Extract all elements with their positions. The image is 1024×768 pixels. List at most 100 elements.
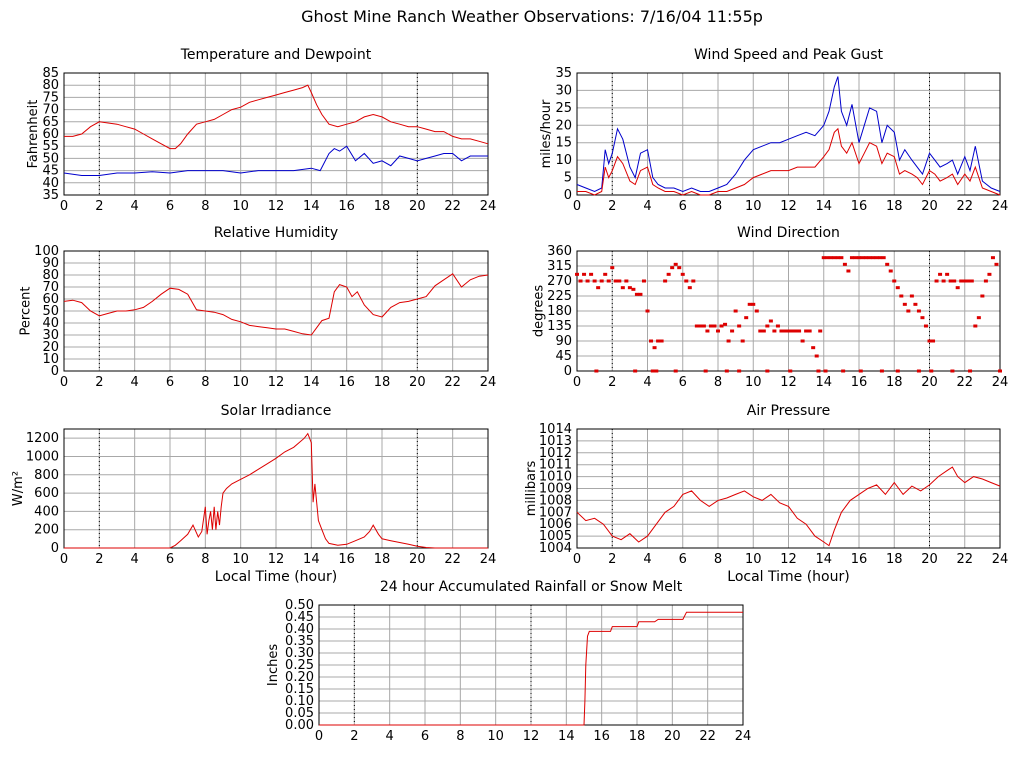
y-tick-label: 25: [555, 101, 572, 116]
wind-direction-point: [624, 279, 629, 283]
series-line-0: [64, 432, 488, 549]
wind-direction-point: [818, 329, 823, 333]
wind-direction-point: [920, 316, 925, 320]
wind-direction-point: [860, 256, 865, 260]
wind-direction-point: [673, 262, 678, 266]
y-tick-label: 10: [555, 153, 572, 168]
y-tick-label: 65: [42, 115, 59, 130]
x-tick-label: 18: [886, 552, 903, 567]
x-tick-label: 16: [851, 199, 868, 214]
x-tick-label: 14: [815, 552, 832, 567]
wind-direction-point: [716, 329, 720, 333]
wind-direction-point: [797, 329, 802, 333]
wind-direction-point: [673, 369, 678, 373]
y-tick-label: 1014: [539, 422, 572, 437]
x-tick-label: 2: [95, 199, 103, 214]
x-tick-label: 20: [664, 729, 681, 744]
wind-direction-point: [737, 324, 742, 328]
wind-direction-point: [694, 324, 699, 328]
wind-direction-point: [823, 369, 828, 373]
x-tick-label: 6: [166, 199, 174, 214]
y-tick-label: 0.30: [285, 646, 314, 661]
wind-direction-point: [804, 329, 809, 333]
wind-direction-point: [698, 324, 703, 328]
wind-direction-point: [857, 256, 861, 260]
wind-direction-point: [941, 279, 946, 283]
y-tick-label: 55: [42, 139, 59, 154]
x-tick-label: 6: [421, 729, 429, 744]
x-tick-label: 20: [921, 375, 938, 390]
y-tick-label: 70: [42, 103, 59, 118]
wind-direction-point: [945, 272, 950, 276]
chart-title: 24 hour Accumulated Rainfall or Snow Mel…: [380, 579, 683, 595]
x-tick-label: 14: [303, 199, 320, 214]
wind-direction-point: [959, 279, 964, 283]
wind-direction-point: [842, 262, 847, 266]
plot-frame: [576, 72, 1001, 196]
wind-direction-point: [724, 369, 729, 373]
y-tick-label: 1009: [539, 482, 572, 497]
y-tick-label: 315: [547, 259, 572, 274]
wind-direction-point: [916, 309, 921, 313]
wind-direction-point: [613, 279, 618, 283]
wind-direction-point: [708, 324, 713, 328]
wind-direction-point: [955, 286, 960, 290]
y-tick-label: 60: [42, 292, 59, 307]
x-tick-label: 12: [268, 199, 285, 214]
x-tick-label: 2: [95, 375, 103, 390]
y-tick-label: 0: [51, 541, 59, 556]
wind-direction-point: [983, 279, 988, 283]
chart-panel-0: 0 2 4 6 8 10 12 14 16 18 20 22 243540455055606570758…: [26, 47, 496, 214]
wind-direction-point: [858, 369, 863, 373]
series-line-0: [576, 76, 1001, 193]
wind-direction-point: [934, 279, 939, 283]
wind-direction-point: [634, 292, 639, 296]
y-tick-label: 10: [42, 352, 59, 367]
wind-direction-point: [816, 369, 821, 373]
x-tick-label: 10: [487, 729, 504, 744]
wind-direction-point: [585, 279, 590, 283]
x-tick-label: 8: [714, 552, 722, 567]
wind-direction-point: [594, 369, 599, 373]
y-tick-label: 0.40: [285, 622, 314, 637]
y-tick-label: 0: [564, 188, 572, 203]
wind-direction-point: [726, 339, 731, 343]
y-tick-label: 35: [42, 188, 59, 203]
x-tick-label: 10: [745, 552, 762, 567]
y-tick-label: 90: [42, 256, 59, 271]
wind-direction-point: [691, 279, 696, 283]
wind-direction-point: [649, 339, 654, 343]
x-tick-label: 2: [608, 375, 616, 390]
y-tick-label: 225: [547, 289, 572, 304]
y-tick-label: 20: [42, 340, 59, 355]
x-tick-label: 2: [350, 729, 358, 744]
wind-direction-point: [906, 309, 911, 313]
x-tick-label: 24: [480, 375, 497, 390]
wind-direction-point: [899, 294, 904, 298]
wind-direction-point: [790, 329, 795, 333]
wind-direction-point: [973, 324, 978, 328]
wind-direction-point: [966, 279, 971, 283]
chart-title: Temperature and Dewpoint: [180, 47, 372, 63]
wind-direction-point: [610, 266, 615, 270]
wind-direction-point: [631, 287, 636, 291]
x-tick-label: 16: [338, 552, 355, 567]
wind-direction-point: [596, 286, 601, 290]
chart-panel-3: 0 2 4 6 8 10 12 14 16 18 20 22 240459013518022527031…: [532, 225, 1009, 390]
wind-direction-point: [765, 324, 770, 328]
x-tick-label: 12: [268, 552, 285, 567]
wind-direction-point: [582, 272, 587, 276]
wind-direction-point: [879, 369, 884, 373]
y-tick-label: 400: [34, 504, 59, 519]
x-tick-label: 4: [131, 552, 139, 567]
wind-direction-point: [871, 256, 876, 260]
x-tick-label: 4: [643, 375, 651, 390]
wind-direction-point: [895, 286, 900, 290]
x-tick-label: 2: [608, 199, 616, 214]
y-tick-label: 15: [555, 136, 572, 151]
y-axis-label: Percent: [19, 287, 34, 336]
x-tick-label: 14: [815, 375, 832, 390]
x-tick-label: 14: [558, 729, 575, 744]
y-axis-label: degrees: [532, 285, 547, 338]
x-tick-label: 18: [374, 375, 391, 390]
